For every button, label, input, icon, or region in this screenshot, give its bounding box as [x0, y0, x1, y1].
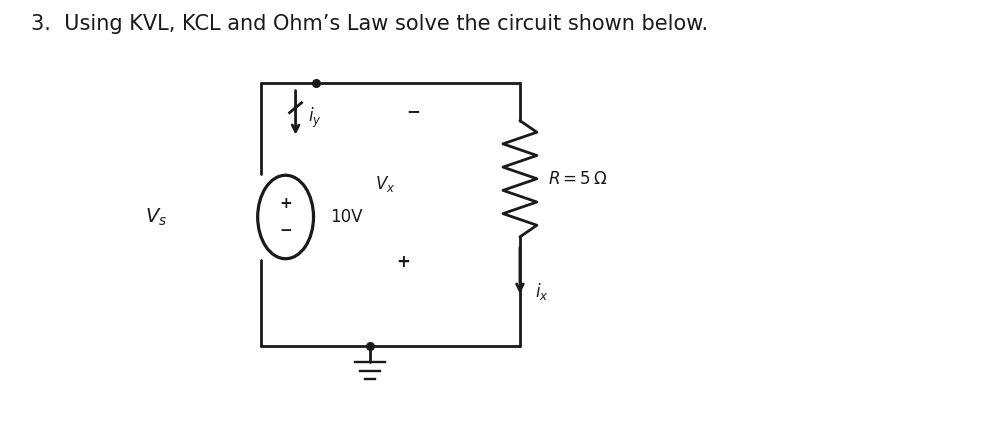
Text: $V_s$: $V_s$ [145, 206, 167, 228]
Text: −: − [406, 102, 420, 120]
Text: $i_y$: $i_y$ [308, 105, 321, 130]
Text: $V_x$: $V_x$ [375, 174, 395, 194]
Text: −: − [279, 223, 292, 238]
Text: +: + [279, 196, 292, 210]
Text: $R = 5\,\Omega$: $R = 5\,\Omega$ [548, 170, 607, 188]
Text: 10V: 10V [330, 208, 363, 226]
Text: +: + [396, 253, 410, 271]
Text: 3.  Using KVL, KCL and Ohm’s Law solve the circuit shown below.: 3. Using KVL, KCL and Ohm’s Law solve th… [31, 14, 708, 34]
Text: $i_x$: $i_x$ [535, 281, 549, 302]
